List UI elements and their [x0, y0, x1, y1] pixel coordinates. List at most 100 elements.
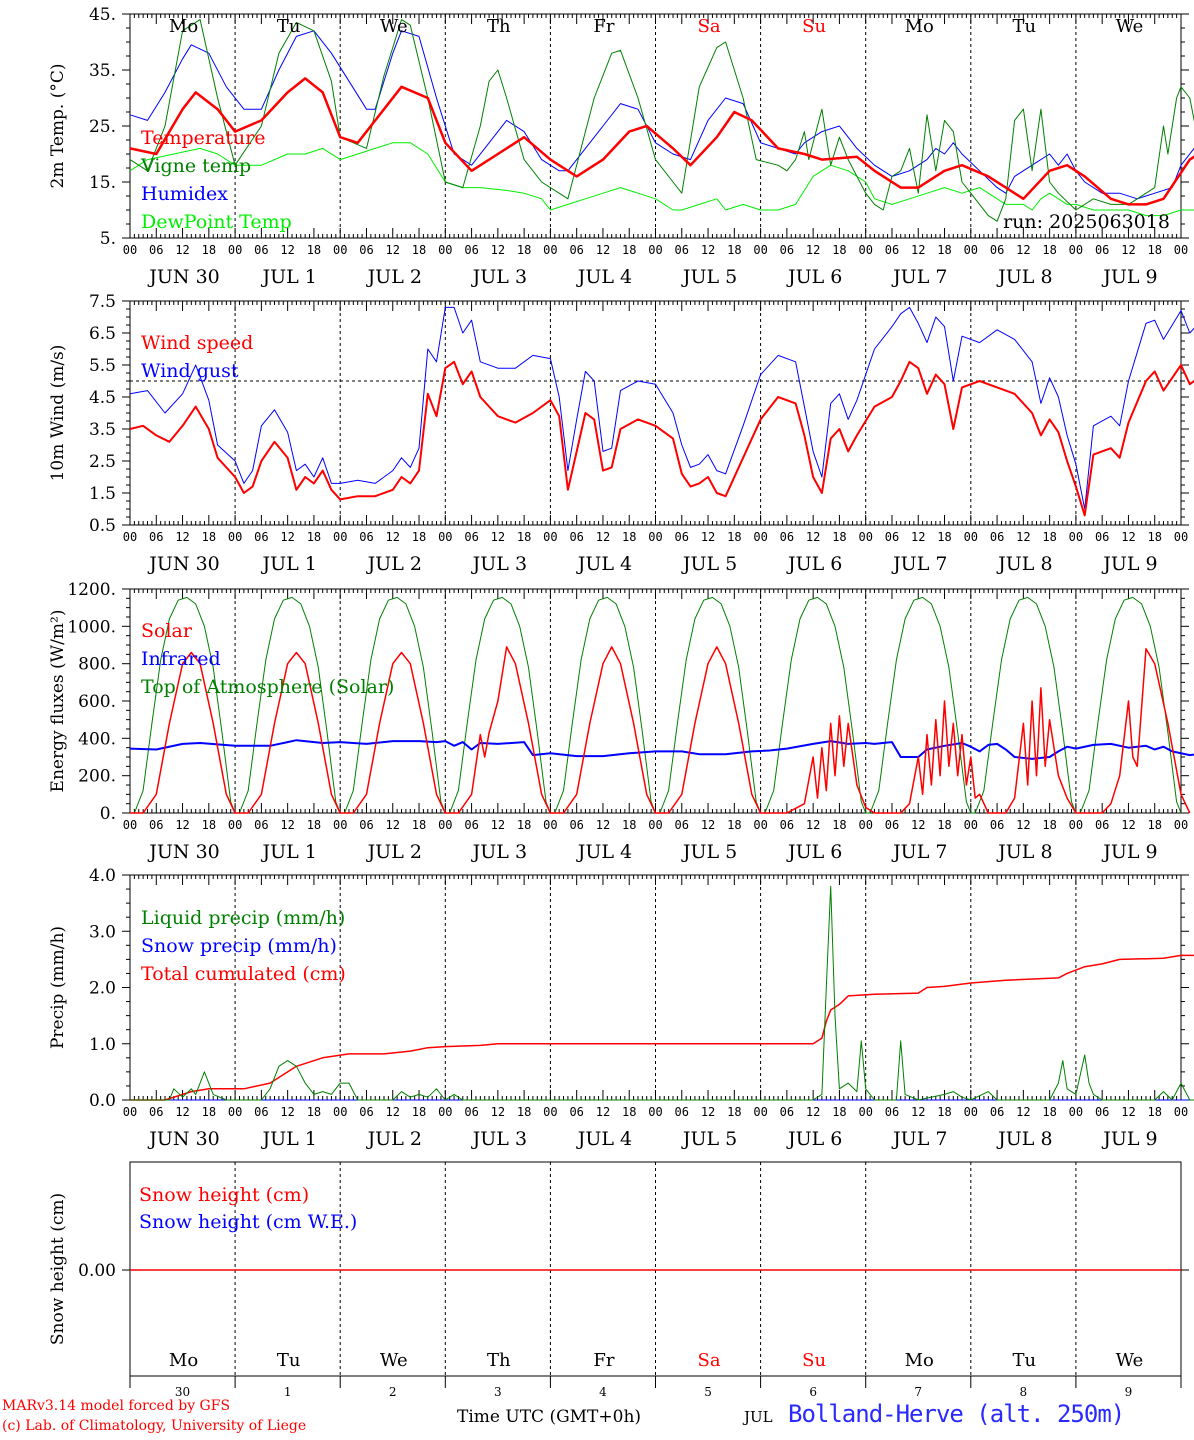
hour-tick-label: 00: [753, 818, 767, 832]
hour-tick-label: 18: [1147, 1105, 1161, 1119]
y-axis-label: Snow height (cm): [48, 1193, 68, 1345]
y-tick-label: 2.5: [89, 452, 116, 472]
legend-entry: Snow precip (mm/h): [141, 935, 337, 957]
legend-entry: DewPoint Temp: [141, 211, 292, 233]
weekday-label: Fr: [593, 16, 614, 37]
hour-tick-label: 12: [386, 818, 400, 832]
footer: MARv3.14 model forced by GFS (c) Lab. of…: [0, 1398, 1194, 1440]
hour-tick-label: 12: [386, 1105, 400, 1119]
date-label: JUL 4: [576, 1128, 632, 1150]
y-tick-label: 6.5: [89, 324, 116, 344]
hour-tick-label: 12: [280, 1105, 294, 1119]
hour-tick-label: 18: [517, 530, 531, 544]
hour-tick-label: 00: [543, 1105, 557, 1119]
hour-tick-label: 12: [806, 243, 820, 257]
hour-tick-label: 00: [333, 1105, 347, 1119]
hour-tick-label: 12: [596, 243, 610, 257]
hour-tick-label: 00: [543, 243, 557, 257]
hour-tick-label: 00: [1069, 1105, 1083, 1119]
hour-tick-label: 06: [675, 530, 689, 544]
date-label: JUL 9: [1101, 1128, 1157, 1150]
hour-tick-label: 00: [1069, 243, 1083, 257]
hour-tick-label: 12: [280, 243, 294, 257]
hour-tick-label: 18: [832, 818, 846, 832]
hour-tick-label: 12: [596, 818, 610, 832]
hour-tick-label: 00: [1069, 530, 1083, 544]
series-line: [129, 77, 1194, 206]
time-axis-label: Time UTC (GMT+0h): [457, 1407, 642, 1427]
hour-tick-label: 12: [175, 243, 189, 257]
panel-frame: [129, 588, 1182, 814]
hour-tick-label: 18: [202, 1105, 216, 1119]
hour-tick-label: 06: [254, 530, 268, 544]
weekday-label: Tu: [1013, 16, 1037, 37]
hour-tick-label: 12: [175, 530, 189, 544]
hour-tick-label: 12: [1121, 243, 1135, 257]
hour-tick-label: 12: [175, 818, 189, 832]
date-label: JUL 2: [366, 1128, 422, 1150]
hour-tick-label: 18: [1147, 243, 1161, 257]
series-line: [130, 885, 1194, 1101]
hour-tick-label: 00: [858, 530, 872, 544]
date-label: JUL 9: [1101, 553, 1157, 575]
y-tick-label: 1.5: [89, 484, 116, 504]
hour-tick-label: 12: [596, 1105, 610, 1119]
date-label: JUL 8: [996, 841, 1052, 863]
date-label: JUL 6: [786, 553, 842, 575]
y-tick-label: 4.0: [89, 866, 116, 886]
hour-tick-label: 12: [701, 243, 715, 257]
legend-entry: Liquid precip (mm/h): [141, 907, 345, 929]
date-label: JUL 7: [891, 1128, 947, 1150]
date-label: JUN 30: [147, 266, 219, 288]
day-number-label: 3: [494, 1385, 502, 1399]
hour-tick-label: 00: [228, 1105, 242, 1119]
panel-frame: [129, 300, 1182, 526]
y-tick-label: 5.: [100, 229, 116, 249]
series-line: [130, 954, 1194, 1101]
y-tick-label: 45.: [89, 5, 116, 25]
hour-tick-label: 00: [753, 530, 767, 544]
hour-tick-label: 06: [464, 1105, 478, 1119]
date-label: JUL 5: [681, 841, 737, 863]
hour-tick-label: 18: [832, 243, 846, 257]
hour-tick-label: 00: [123, 1105, 137, 1119]
date-label: JUL 1: [260, 1128, 316, 1150]
hour-tick-label: 06: [149, 243, 163, 257]
hour-tick-label: 18: [622, 1105, 636, 1119]
day-number-label: 30: [175, 1385, 190, 1399]
date-label: JUL 7: [891, 266, 947, 288]
date-label: JUL 4: [576, 841, 632, 863]
day-number-label: 9: [1125, 1385, 1133, 1399]
hour-tick-label: 18: [622, 243, 636, 257]
hour-tick-label: 18: [412, 243, 426, 257]
series-line: [129, 306, 1194, 510]
hour-tick-label: 12: [1016, 818, 1030, 832]
hour-tick-label: 18: [622, 818, 636, 832]
hour-tick-label: 18: [517, 1105, 531, 1119]
hour-tick-label: 06: [149, 530, 163, 544]
hour-tick-label: 12: [911, 243, 925, 257]
hour-tick-label: 12: [491, 1105, 505, 1119]
hour-tick-label: 18: [202, 818, 216, 832]
weekday-label: Mo: [905, 16, 934, 37]
hour-tick-label: 00: [1069, 818, 1083, 832]
hour-tick-label: 06: [464, 530, 478, 544]
hour-tick-label: 18: [937, 243, 951, 257]
hour-tick-label: 18: [1147, 530, 1161, 544]
hour-tick-label: 00: [1174, 243, 1188, 257]
y-tick-label: 3.0: [89, 922, 116, 942]
hour-tick-label: 18: [412, 1105, 426, 1119]
panel-2: [122, 300, 1194, 526]
y-tick-label: 400.: [78, 729, 116, 749]
hour-tick-label: 00: [964, 1105, 978, 1119]
y-tick-label: 15.: [89, 173, 116, 193]
date-label: JUL 2: [366, 266, 422, 288]
hour-tick-label: 06: [149, 1105, 163, 1119]
hour-tick-label: 18: [1147, 818, 1161, 832]
series-line: [129, 360, 1194, 517]
date-label: JUL 3: [471, 1128, 527, 1150]
hour-tick-label: 18: [307, 243, 321, 257]
hour-tick-label: 00: [228, 818, 242, 832]
station-title: Bolland-Herve (alt. 250m): [788, 1400, 1125, 1428]
